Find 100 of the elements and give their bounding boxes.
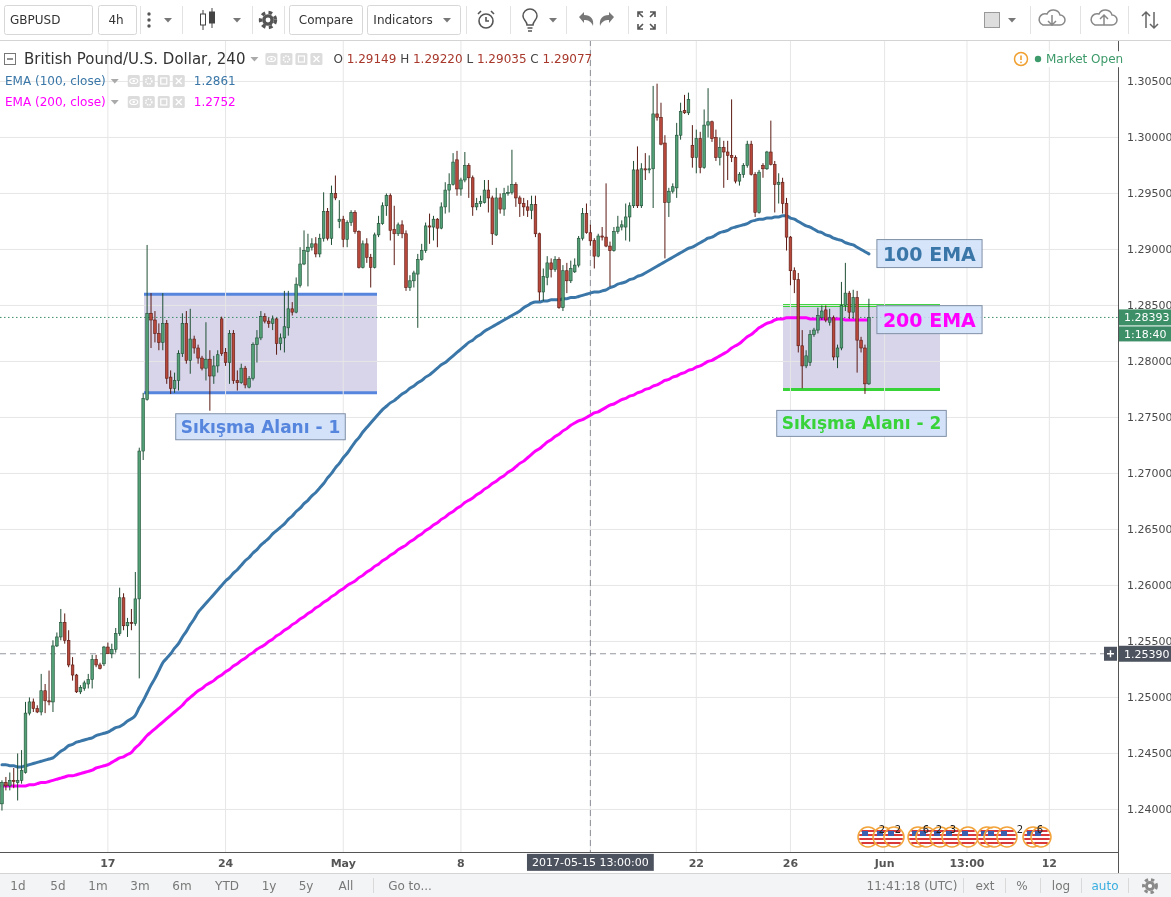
candlestick [243, 365, 247, 389]
candlestick [847, 290, 851, 320]
candlestick [408, 274, 412, 292]
candlestick [667, 187, 671, 218]
candlestick [161, 292, 165, 351]
text: log [1051, 879, 1071, 894]
text: EMA (200, close) [5, 95, 106, 110]
annotation: 200 EMA [882, 308, 977, 331]
candlestick [851, 289, 855, 320]
candlestick [216, 349, 220, 374]
text: Go to... [388, 879, 432, 894]
candlestick [761, 162, 765, 179]
x-tick-label: Jun [873, 856, 895, 870]
text: YTD [214, 879, 239, 894]
annotation: 1.2861 [193, 74, 236, 89]
candlestick [502, 187, 506, 217]
candlestick [686, 92, 691, 116]
candlestick [208, 349, 212, 412]
text: 1y [261, 879, 277, 894]
band-label: Sıkışma Alanı - 2 [781, 413, 942, 434]
ref-line-label: 1.25390 [1124, 647, 1170, 661]
candlestick [149, 292, 153, 349]
text: 5d [50, 879, 66, 894]
candlestick [39, 673, 43, 716]
candlestick [4, 776, 8, 791]
text: 4h [108, 13, 124, 28]
candlestick [733, 154, 738, 184]
y-tick-label: 1.27000 [1127, 467, 1171, 481]
annotation: 2 [878, 823, 886, 835]
x-tick-label: 17 [100, 856, 116, 870]
candlestick [361, 239, 365, 269]
x-tick-label: 22 [688, 856, 704, 870]
text: GBPUSD [10, 13, 61, 28]
y-tick-label: 1.30500 [1127, 75, 1171, 89]
text: 1d [10, 879, 26, 894]
candlestick [337, 199, 341, 229]
candlestick [643, 152, 647, 181]
candlestick [694, 129, 698, 174]
ref-line-label: 1.28393 [1124, 311, 1170, 325]
candlestick [549, 257, 553, 278]
y-tick-label: 1.24000 [1127, 803, 1171, 817]
y-tick-label: 1.26000 [1127, 579, 1171, 593]
candlestick [341, 215, 345, 248]
candlestick [624, 203, 628, 241]
band-label: Sıkışma Alanı - 1 [180, 416, 341, 437]
x-tick-label: 2017-05-15 13:00:00 [531, 855, 649, 869]
text: Compare [298, 13, 354, 28]
candlestick [129, 608, 134, 631]
candlestick [204, 321, 208, 381]
text: 1:18:40 [1124, 327, 1167, 341]
candlestick [188, 308, 192, 375]
candlestick [431, 215, 436, 241]
candlestick [306, 233, 310, 287]
y-tick-label: 1.29000 [1127, 243, 1171, 257]
text: % [1016, 879, 1028, 894]
y-tick-label: 1.29500 [1127, 187, 1171, 201]
candlestick [722, 140, 726, 189]
annotation: 2 [894, 823, 902, 835]
candlestick [16, 752, 20, 801]
x-tick-label: 26 [782, 856, 799, 870]
candlestick [314, 236, 318, 258]
candlestick [90, 654, 94, 689]
y-tick-label: 1.24500 [1127, 747, 1171, 761]
text: 5y [298, 879, 314, 894]
text: 6m [172, 879, 192, 894]
candlestick [239, 363, 243, 385]
candlestick [816, 307, 820, 334]
candlestick [12, 767, 16, 789]
y-tick-label: 1.28500 [1127, 299, 1171, 313]
text: 11:41:18 (UTC) [866, 879, 958, 894]
candlestick [435, 217, 440, 248]
y-tick-label: 1.28000 [1127, 355, 1171, 369]
x-tick-label: 24 [217, 856, 234, 870]
candlestick [0, 779, 4, 812]
text: Indicators [373, 13, 433, 28]
candlestick [125, 617, 130, 638]
annotation: 100 EMA [882, 242, 977, 265]
text: auto [1091, 879, 1119, 894]
y-tick-label: 1.30000 [1127, 131, 1171, 145]
candlestick [565, 262, 569, 294]
annotation: 1.2752 [193, 95, 236, 110]
candlestick [569, 260, 573, 284]
candlestick [690, 124, 695, 169]
candlestick [777, 172, 781, 205]
x-tick-label: 13:00 [949, 856, 985, 870]
annotation: 2 [1016, 823, 1024, 835]
x-tick-label: 8 [457, 856, 465, 870]
annotation: Market Open [1046, 52, 1124, 67]
y-tick-label: 1.25500 [1127, 635, 1171, 649]
x-tick-label: 12 [1041, 856, 1058, 870]
candlestick [482, 179, 487, 205]
candlestick [510, 149, 514, 196]
text: 3m [130, 879, 150, 894]
annotation: 2 [935, 823, 943, 835]
y-tick-label: 1.25000 [1127, 691, 1171, 705]
text: ext [975, 879, 995, 894]
text: All [338, 879, 354, 894]
x-tick-label: May [330, 856, 356, 870]
annotation: O 1.29149 H 1.29220 L 1.29035 C 1.29077 [333, 52, 593, 67]
candlestick [333, 175, 338, 201]
